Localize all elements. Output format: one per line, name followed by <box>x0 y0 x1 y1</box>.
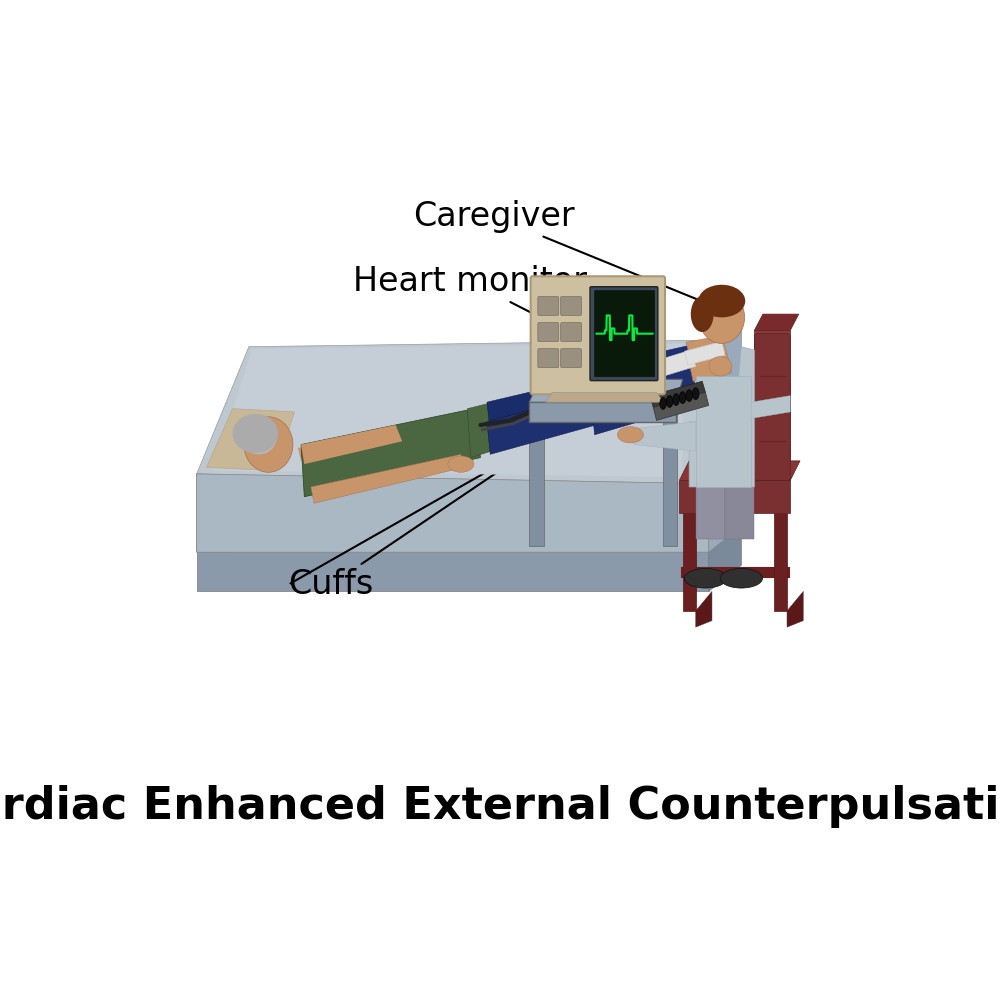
Polygon shape <box>683 513 696 611</box>
Polygon shape <box>679 480 790 513</box>
Ellipse shape <box>691 296 714 332</box>
FancyBboxPatch shape <box>561 349 582 368</box>
Polygon shape <box>638 350 696 383</box>
FancyBboxPatch shape <box>754 334 790 480</box>
Polygon shape <box>546 392 663 402</box>
FancyBboxPatch shape <box>595 291 655 377</box>
Polygon shape <box>301 425 402 464</box>
Ellipse shape <box>686 390 692 402</box>
Polygon shape <box>754 314 799 330</box>
Ellipse shape <box>448 456 474 472</box>
Text: Cuffs: Cuffs <box>288 410 589 601</box>
Polygon shape <box>529 402 676 422</box>
Polygon shape <box>686 336 727 360</box>
Polygon shape <box>709 526 741 591</box>
Polygon shape <box>634 422 696 451</box>
Text: Cardiac Enhanced External Counterpulsation: Cardiac Enhanced External Counterpulsati… <box>0 785 1000 828</box>
Polygon shape <box>311 454 464 503</box>
Polygon shape <box>298 445 327 461</box>
Polygon shape <box>751 396 790 418</box>
FancyBboxPatch shape <box>538 296 559 315</box>
Polygon shape <box>663 402 677 546</box>
Ellipse shape <box>233 414 278 453</box>
Polygon shape <box>206 409 295 471</box>
Text: Caregiver: Caregiver <box>413 200 739 316</box>
Polygon shape <box>774 513 787 611</box>
FancyBboxPatch shape <box>531 276 665 394</box>
Polygon shape <box>197 474 709 552</box>
Polygon shape <box>689 353 732 381</box>
Ellipse shape <box>244 417 293 472</box>
Polygon shape <box>696 487 725 539</box>
Polygon shape <box>689 347 754 487</box>
Ellipse shape <box>684 568 727 588</box>
Polygon shape <box>213 343 683 477</box>
Ellipse shape <box>679 392 686 403</box>
Polygon shape <box>787 591 803 627</box>
Ellipse shape <box>666 396 673 407</box>
FancyBboxPatch shape <box>590 287 658 381</box>
Polygon shape <box>487 376 601 432</box>
Polygon shape <box>709 314 741 552</box>
Polygon shape <box>197 340 709 484</box>
Polygon shape <box>585 366 650 403</box>
Ellipse shape <box>241 422 277 454</box>
Polygon shape <box>754 330 790 480</box>
Polygon shape <box>640 345 692 379</box>
Ellipse shape <box>673 394 679 405</box>
Polygon shape <box>588 358 647 401</box>
Ellipse shape <box>699 291 745 343</box>
Text: Heart monitor: Heart monitor <box>353 265 589 342</box>
FancyBboxPatch shape <box>538 323 559 342</box>
Polygon shape <box>696 376 751 487</box>
Ellipse shape <box>709 357 732 376</box>
Ellipse shape <box>660 398 666 409</box>
Polygon shape <box>487 389 608 454</box>
Polygon shape <box>650 381 705 407</box>
Polygon shape <box>301 409 480 497</box>
Ellipse shape <box>720 568 763 588</box>
Polygon shape <box>529 379 683 402</box>
FancyBboxPatch shape <box>538 349 559 368</box>
Ellipse shape <box>698 285 745 317</box>
Polygon shape <box>653 392 709 420</box>
Polygon shape <box>725 487 754 539</box>
Ellipse shape <box>692 388 699 400</box>
FancyBboxPatch shape <box>561 323 582 342</box>
FancyBboxPatch shape <box>561 296 582 315</box>
Polygon shape <box>696 591 712 627</box>
Ellipse shape <box>617 427 643 443</box>
Polygon shape <box>679 461 800 480</box>
Polygon shape <box>643 363 696 409</box>
Polygon shape <box>467 396 523 458</box>
Polygon shape <box>197 474 249 552</box>
Polygon shape <box>304 424 412 453</box>
Polygon shape <box>529 402 544 546</box>
Polygon shape <box>197 552 709 591</box>
Polygon shape <box>591 386 650 435</box>
Polygon shape <box>685 342 725 365</box>
